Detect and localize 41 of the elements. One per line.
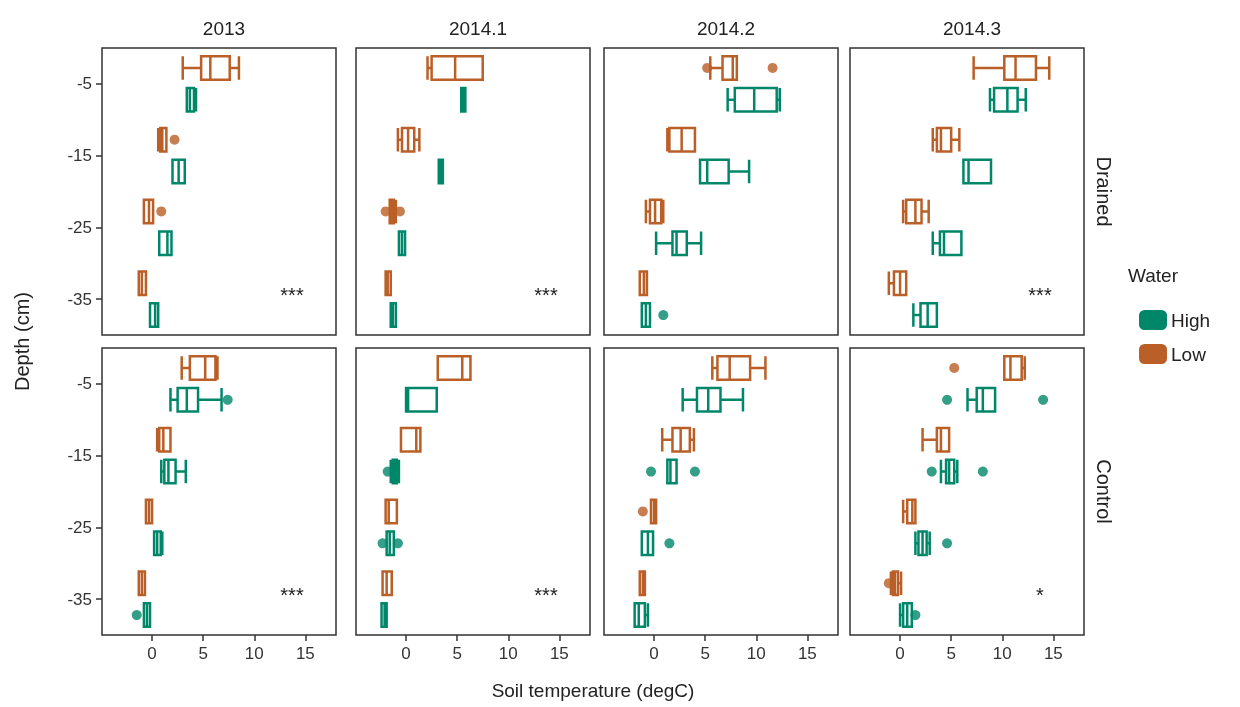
annotation: *** — [280, 583, 304, 606]
y2-axis-title: Control — [1093, 459, 1115, 524]
chart-title: 2014.1 — [448, 18, 508, 39]
annotation: *** — [1028, 283, 1052, 306]
x-tick-label: 10 — [244, 644, 264, 663]
x-tick-label: 0 — [147, 644, 157, 663]
y-tick-label: -35 — [67, 289, 92, 309]
y-tick-label: -15 — [67, 146, 92, 166]
legend-label: High — [1171, 309, 1211, 331]
annotation: *** — [280, 283, 304, 306]
x-tick-label: 15 — [1043, 644, 1063, 663]
x-axis-title: Soil temperature (degC) — [491, 679, 695, 701]
x-tick-label: 0 — [401, 644, 411, 663]
x-tick-label: 15 — [295, 644, 315, 663]
x-tick-label: 10 — [746, 644, 766, 663]
x-tick-label: 5 — [198, 644, 208, 663]
x-tick-label: 0 — [895, 644, 905, 663]
annotation: * — [1036, 583, 1045, 606]
annotation: *** — [534, 283, 558, 306]
x-tick-label: 10 — [992, 644, 1012, 663]
x-tick-label: 15 — [797, 644, 817, 663]
x-tick-label: 5 — [452, 644, 462, 663]
y-tick-label: -35 — [67, 589, 92, 609]
y-axis-title: Depth (cm) — [11, 292, 33, 391]
x-tick-label: 10 — [498, 644, 518, 663]
x-tick-label: 0 — [649, 644, 659, 663]
y-tick-label: -5 — [76, 74, 92, 94]
legend-title: Water — [1128, 264, 1179, 286]
annotation: *** — [534, 583, 558, 606]
chart-title: 2013 — [202, 18, 246, 39]
y2-axis-title: Drained — [1093, 156, 1115, 227]
y-tick-label: -15 — [67, 446, 92, 466]
chart-title: 2014.2 — [696, 18, 756, 39]
legend-label: Low — [1171, 343, 1207, 365]
y-tick-label: -5 — [76, 374, 92, 394]
x-tick-label: 5 — [700, 644, 710, 663]
y-tick-label: -25 — [67, 217, 92, 237]
y-tick-label: -25 — [67, 517, 92, 537]
x-tick-label: 5 — [946, 644, 956, 663]
chart-title: 2014.3 — [942, 18, 1002, 39]
x-tick-label: 15 — [549, 644, 569, 663]
